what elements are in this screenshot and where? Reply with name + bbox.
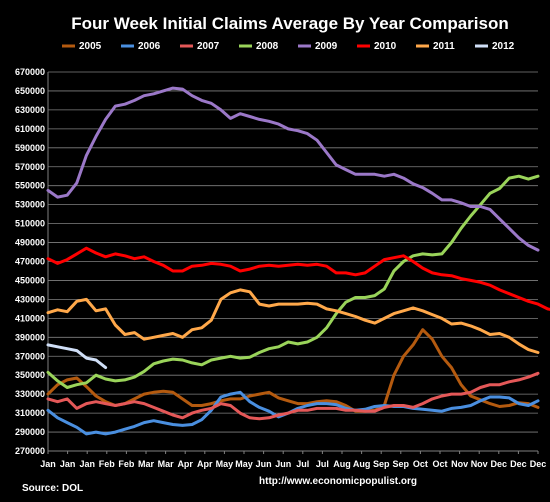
x-tick-label: Sep <box>393 459 410 469</box>
x-tick-label: Apr <box>197 459 213 469</box>
x-tick-label: Mar <box>138 459 155 469</box>
y-tick-label: 310000 <box>15 408 45 418</box>
legend-label-2005: 2005 <box>79 41 102 52</box>
x-tick-label: Oct <box>413 459 428 469</box>
legend-label-2007: 2007 <box>197 41 220 52</box>
y-tick-label: 450000 <box>15 275 45 285</box>
x-tick-label: May <box>216 459 234 469</box>
y-tick-label: 290000 <box>15 427 45 437</box>
legend: 2005 2006 2007 2008 2009 2010 2011 2012 <box>62 41 515 52</box>
source-label: Source: DOL <box>22 483 83 494</box>
series-line-2012 <box>46 343 108 370</box>
y-tick-label: 550000 <box>15 181 45 191</box>
x-tick-label: Nov <box>471 459 488 469</box>
legend-label-2008: 2008 <box>256 41 279 52</box>
legend-label-2009: 2009 <box>315 41 338 52</box>
y-tick-label: 410000 <box>15 313 45 323</box>
series-line-2008 <box>46 174 540 389</box>
y-tick-label: 390000 <box>15 332 45 342</box>
y-tick-label: 430000 <box>15 294 45 304</box>
y-tick-label: 510000 <box>15 219 45 229</box>
y-tick-label: 470000 <box>15 257 45 267</box>
x-tick-label: Dec <box>491 459 508 469</box>
y-axis: 270000 290000 310000 330000 350000 370000 3900… <box>15 67 45 456</box>
y-tick-label: 670000 <box>15 67 45 77</box>
website-url: http://www.economicpopulist.org <box>259 476 417 487</box>
x-tick-label: Dec <box>530 459 547 469</box>
y-tick-label: 270000 <box>15 446 45 456</box>
legend-label-2006: 2006 <box>138 41 161 52</box>
chart-title: Four Week Initial Claims Average By Year… <box>71 14 508 33</box>
x-tick-label: Jan <box>60 459 76 469</box>
x-tick-label: Feb <box>118 459 135 469</box>
x-tick-label: Jun <box>275 459 291 469</box>
x-tick-label: Jan <box>40 459 56 469</box>
y-tick-label: 630000 <box>15 105 45 115</box>
x-tick-label: Jul <box>296 459 309 469</box>
x-tick-label: Mar <box>158 459 175 469</box>
series-line-2009 <box>46 86 540 252</box>
x-tick-label: Jan <box>79 459 95 469</box>
y-tick-label: 370000 <box>15 351 45 361</box>
series-line-2010 <box>46 246 550 311</box>
y-tick-label: 610000 <box>15 124 45 134</box>
x-tick-label: Jul <box>316 459 329 469</box>
y-tick-label: 650000 <box>15 86 45 96</box>
x-tick-label: Oct <box>432 459 447 469</box>
x-tick-label: Feb <box>99 459 116 469</box>
x-tick-label: May <box>235 459 253 469</box>
y-tick-label: 530000 <box>15 200 45 210</box>
x-tick-label: Apr <box>177 459 193 469</box>
y-tick-label: 590000 <box>15 143 45 153</box>
grid <box>47 71 538 452</box>
y-tick-label: 330000 <box>15 389 45 399</box>
x-tick-label: Dec <box>510 459 527 469</box>
x-tick-label: Aug <box>353 459 371 469</box>
x-tick-label: Aug <box>333 459 351 469</box>
legend-label-2010: 2010 <box>374 41 397 52</box>
x-axis: Jan Jan Jan Feb Feb Mar Mar Apr Apr May May Jun Jun J… <box>40 451 546 469</box>
series-lines <box>46 86 550 436</box>
series-line-2007 <box>46 371 540 421</box>
series-line-2011 <box>46 288 540 354</box>
x-tick-label: Jun <box>256 459 272 469</box>
legend-label-2011: 2011 <box>433 41 455 52</box>
y-tick-label: 490000 <box>15 238 45 248</box>
legend-label-2012: 2012 <box>492 41 515 52</box>
y-tick-label: 570000 <box>15 162 45 172</box>
x-tick-label: Nov <box>451 459 468 469</box>
x-tick-label: Sep <box>373 459 390 469</box>
y-tick-label: 350000 <box>15 370 45 380</box>
